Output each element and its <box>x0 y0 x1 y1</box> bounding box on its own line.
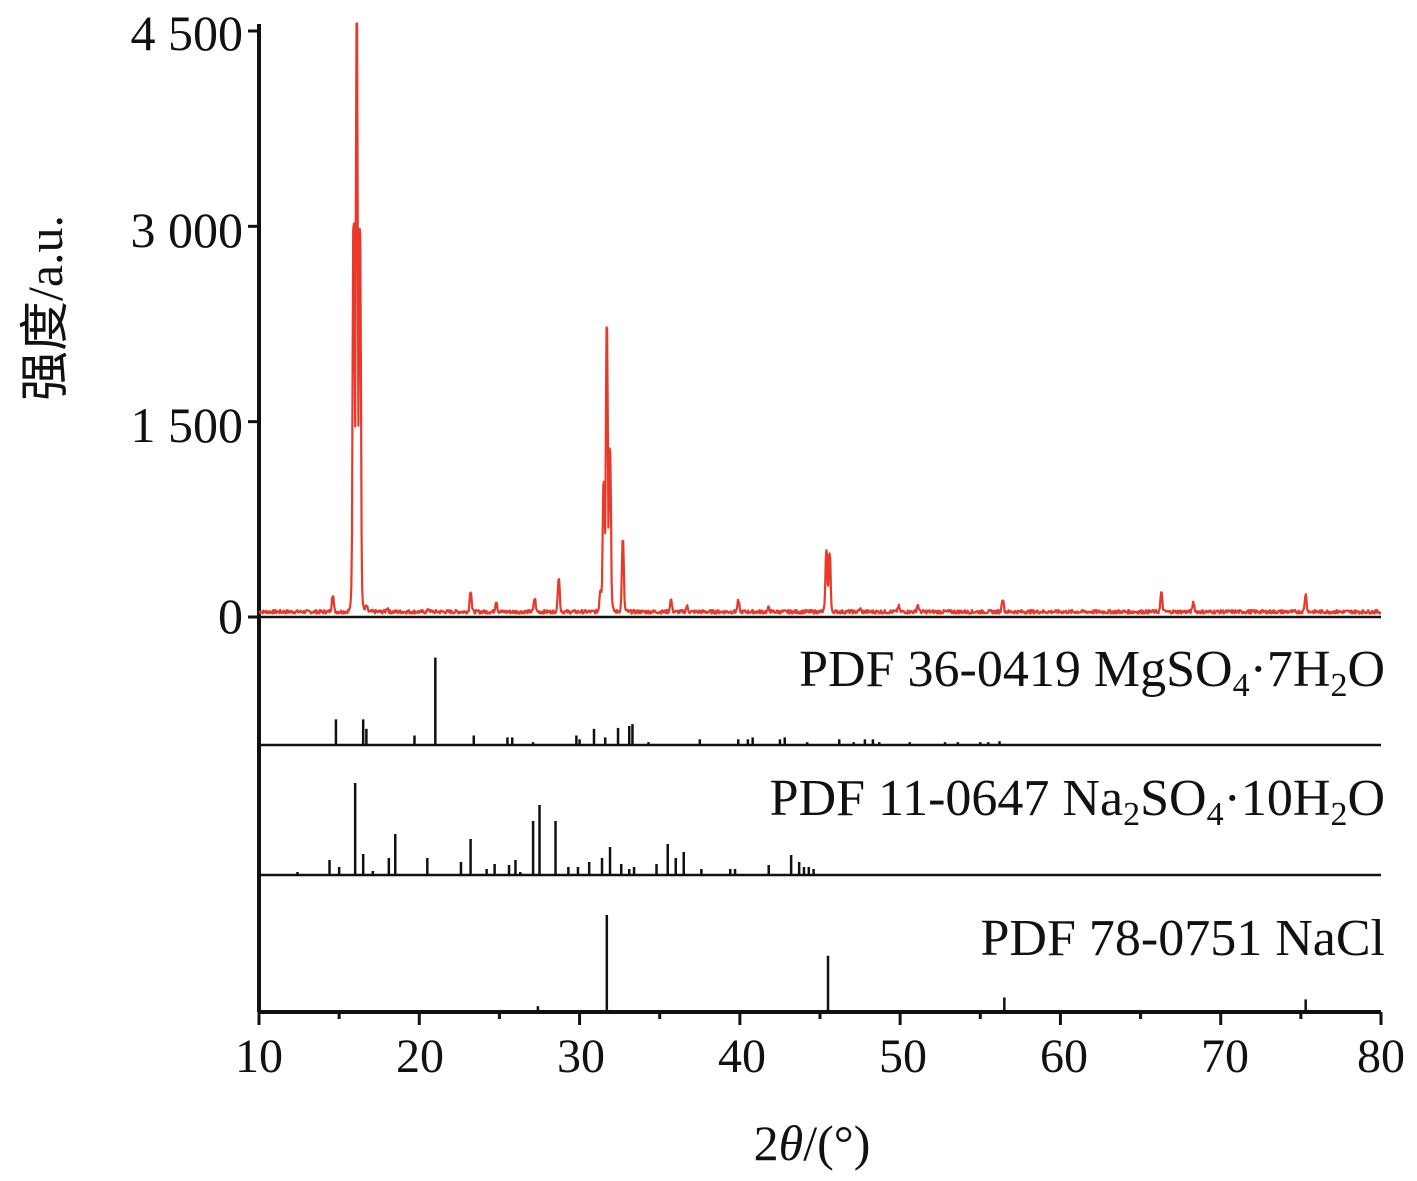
x-tick-label: 20 <box>396 1030 444 1083</box>
ref-label-subscript: 4 <box>1207 796 1224 833</box>
reference-sticks <box>259 657 1381 1012</box>
x-tick-label: 30 <box>557 1030 605 1083</box>
axes <box>248 24 1383 1025</box>
x-tick-label: 10 <box>235 1030 283 1083</box>
ref-label-text: O <box>1347 641 1385 698</box>
x-tick-label: 80 <box>1357 1030 1405 1083</box>
ref-label-subscript: 2 <box>1123 796 1140 833</box>
y-tick-label: 3 000 <box>131 202 244 258</box>
sample-xrd-line <box>258 22 1382 615</box>
ref-label-text: PDF 36-0419 MgSO <box>799 641 1232 698</box>
y-axis-title: 强度/a.u. <box>17 215 73 401</box>
y-tick-label: 4 500 <box>131 5 244 61</box>
x-axis-title-prefix: 2 <box>754 1115 779 1171</box>
x-axis-ticks: 10 20 30 40 50 60 70 80 <box>235 1030 1405 1083</box>
reference-label-mgso4: PDF 36-0419 MgSO4·7H2O <box>799 641 1385 704</box>
x-tick-label: 40 <box>718 1030 766 1083</box>
x-axis-title-theta: θ <box>779 1115 804 1171</box>
ref-label-text: O <box>1347 770 1385 827</box>
ref-label-text: PDF 78-0751 NaCl <box>981 910 1385 967</box>
ref-label-text: ·10H <box>1224 770 1331 827</box>
x-tick-label: 50 <box>879 1030 927 1083</box>
y-axis-ticks: 4 500 3 000 1 500 0 <box>131 5 244 644</box>
ref-label-subscript: 4 <box>1233 667 1250 704</box>
y-tick-label: 0 <box>218 588 243 644</box>
x-axis-title: 2θ/(°) <box>754 1115 871 1171</box>
ref-label-subscript: 2 <box>1330 796 1347 833</box>
reference-label-nacl: PDF 78-0751 NaCl <box>981 910 1385 967</box>
y-tick-label: 1 500 <box>131 397 244 453</box>
ref-label-text: ·7H <box>1250 641 1331 698</box>
ref-label-text: SO <box>1140 770 1206 827</box>
ref-label-text: PDF 11-0647 Na <box>770 770 1123 827</box>
ref-label-subscript: 2 <box>1330 667 1347 704</box>
x-axis-title-unit: /(°) <box>803 1115 870 1171</box>
x-tick-label: 60 <box>1040 1030 1088 1083</box>
x-tick-label: 70 <box>1201 1030 1249 1083</box>
reference-label-na2so4: PDF 11-0647 Na2SO4·10H2O <box>770 770 1385 833</box>
